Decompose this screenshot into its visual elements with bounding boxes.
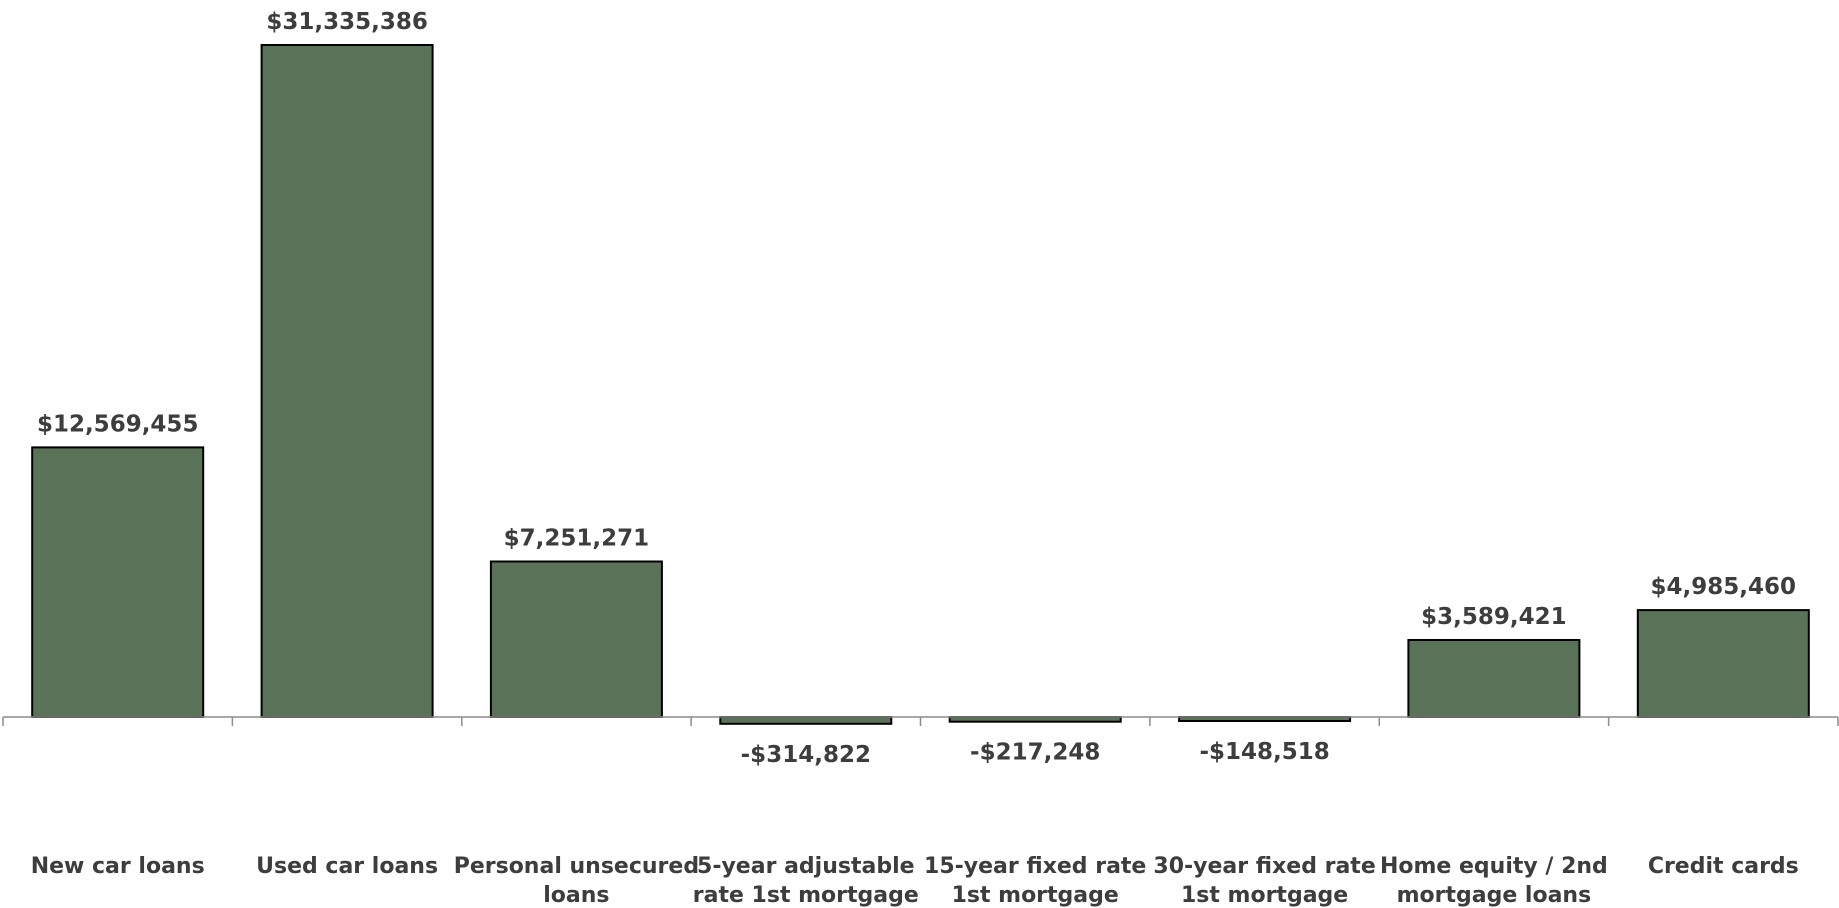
bar — [31, 446, 205, 718]
category-label-line: 30-year fixed rate — [1153, 854, 1375, 879]
data-label: -$217,248 — [970, 740, 1100, 766]
category-label-line: Personal unsecured — [454, 854, 699, 879]
category-label-line: Credit cards — [1648, 854, 1799, 879]
category-label: Personal unsecured loans — [454, 854, 699, 908]
category-label: 15-year fixed rate 1st mortgage — [924, 854, 1146, 908]
data-labels-group: $12,569,455 $31,335,386 $7,251,271 -$314,82… — [37, 9, 1796, 768]
category-label: Used car loans — [256, 854, 438, 879]
data-label: $12,569,455 — [37, 411, 199, 437]
bar — [489, 560, 663, 718]
data-label: $3,589,421 — [1421, 604, 1567, 630]
category-label-line: mortgage loans — [1397, 883, 1592, 908]
category-label: Home equity / 2nd mortgage loans — [1380, 854, 1608, 908]
bar — [1636, 609, 1810, 718]
category-label-line: rate 1st mortgage — [693, 883, 919, 908]
category-label-line: Used car loans — [256, 854, 438, 879]
category-label-line: 1st mortgage — [1181, 883, 1348, 908]
category-label-line: 5-year adjustable — [697, 854, 915, 879]
bar — [260, 44, 434, 718]
data-label: $4,985,460 — [1651, 574, 1797, 600]
category-label-line: loans — [543, 883, 609, 908]
category-label: Credit cards — [1648, 854, 1799, 879]
data-label: $31,335,386 — [266, 9, 428, 35]
bar — [719, 716, 893, 725]
bar — [1407, 639, 1581, 718]
category-label-line: 15-year fixed rate — [924, 854, 1146, 879]
category-label: 5-year adjustable rate 1st mortgage — [693, 854, 919, 908]
data-label: -$314,822 — [741, 742, 871, 768]
category-label-line: Home equity / 2nd — [1380, 854, 1608, 879]
category-labels-group: New car loans Used car loans Personal unse… — [31, 854, 1799, 908]
category-label-line: New car loans — [31, 854, 205, 879]
category-label-line: 1st mortgage — [952, 883, 1119, 908]
data-label: -$148,518 — [1199, 739, 1329, 765]
x-axis — [2, 716, 1839, 726]
data-label: $7,251,271 — [504, 526, 650, 552]
category-label: 30-year fixed rate 1st mortgage — [1153, 854, 1375, 908]
bars-group — [31, 44, 1810, 725]
category-label: New car loans — [31, 854, 205, 879]
